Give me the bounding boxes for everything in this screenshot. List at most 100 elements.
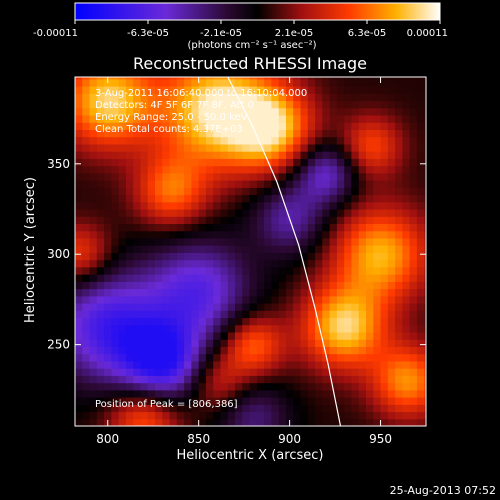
heatmap-cell [242,230,251,239]
heatmap-cell [395,122,403,130]
heatmap-cell [278,122,287,130]
heatmap-cell [380,266,389,275]
heatmap-cell [366,295,374,304]
heatmap-cell [402,86,411,94]
heatmap-cell [249,281,258,290]
heatmap-cell [256,151,265,159]
heatmap-cell [96,136,105,145]
heatmap-cell [96,332,105,340]
heatmap-cell [169,129,178,138]
heatmap-cell [271,158,280,167]
heatmap-cell [198,274,207,282]
heatmap-cell [387,136,396,145]
heatmap-cell [366,360,374,369]
heatmap-cell [184,382,192,391]
heatmap-cell [125,223,134,232]
heatmap-cell [169,158,178,167]
heatmap-cell [293,245,302,253]
heatmap-cell [336,303,345,311]
heatmap-cell [278,252,287,261]
heatmap-cell [213,353,222,362]
heatmap-cell [416,411,425,420]
heatmap-cell [315,201,323,210]
heatmap-cell [89,201,98,210]
heatmap-cell [387,143,396,152]
heatmap-cell [293,230,302,239]
heatmap-cell [89,288,98,297]
heatmap-cell [205,360,214,369]
heatmap-cell [111,136,120,145]
heatmap-cell [293,339,302,347]
heatmap-cell [96,295,105,304]
heatmap-cell [380,129,389,138]
heatmap-cell [336,360,345,369]
heatmap-cell [191,295,200,304]
heatmap-cell [307,339,316,347]
heatmap-cell [155,360,163,369]
heatmap-cell [176,317,185,326]
heatmap-cell [344,107,353,116]
heatmap-cell [395,332,403,340]
heatmap-cell [155,382,163,391]
heatmap-cell [169,107,178,116]
heatmap-cell [264,259,272,268]
heatmap-cell [118,77,127,80]
heatmap-cell [235,187,243,196]
heatmap-cell [198,78,207,87]
heatmap-cell [344,281,353,290]
heatmap-cell [366,339,374,347]
heatmap-cell [409,360,418,369]
heatmap-cell [125,165,134,174]
heatmap-cell [264,100,272,109]
heatmap-cell [344,77,353,80]
heatmap-cell [336,201,345,210]
heatmap-cell [235,77,243,80]
heatmap-cell [264,122,272,130]
heatmap-cell [271,107,280,116]
heatmap-cell [75,172,83,181]
heatmap-cell [256,303,265,311]
heatmap-cell [300,143,309,152]
heatmap-cell [75,209,83,217]
heatmap-cell [387,187,396,196]
heatmap-cell [402,375,411,384]
heatmap-cell [75,310,83,319]
heatmap-cell [264,216,272,224]
heatmap-cell [162,404,171,413]
heatmap-cell [227,368,236,376]
heatmap-cell [278,418,287,426]
heatmap-cell [125,115,134,123]
heatmap-cell [220,216,229,224]
heatmap-cell [395,129,403,138]
heatmap-cell [409,332,418,340]
heatmap-cell [191,303,200,311]
heatmap-cell [329,216,338,224]
heatmap-cell [191,187,200,196]
heatmap-cell [220,404,229,413]
heatmap-cell [155,310,163,319]
heatmap-cell [322,165,331,174]
heatmap-cell [395,404,403,413]
heatmap-cell [176,339,185,347]
colorbar-tick-label: -0.00011 [33,28,78,39]
heatmap-cell [264,368,272,376]
heatmap-cell [104,180,112,188]
heatmap-cell [96,143,105,152]
heatmap-cell [205,332,214,340]
heatmap-cell [307,129,316,138]
heatmap-cell [75,368,83,376]
heatmap-cell [402,360,411,369]
heatmap-cell [336,295,345,304]
heatmap-cell [329,375,338,384]
heatmap-cell [286,389,294,398]
heatmap-cell [242,368,251,376]
heatmap-cell [147,86,156,94]
heatmap-cell [155,317,163,326]
heatmap-cell [155,187,163,196]
heatmap-cell [293,259,302,268]
heatmap-cell [169,404,178,413]
heatmap-cell [344,295,353,304]
heatmap-cell [424,78,426,87]
heatmap-cell [264,172,272,181]
heatmap-cell [366,77,374,80]
